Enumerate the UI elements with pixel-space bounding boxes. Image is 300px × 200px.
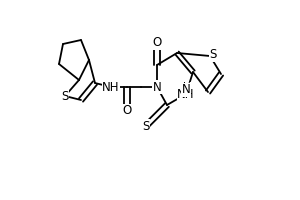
Text: N: N <box>153 81 161 94</box>
Text: S: S <box>61 90 69 102</box>
Text: S: S <box>209 48 217 62</box>
Text: O: O <box>122 104 132 117</box>
Text: NH: NH <box>177 88 195 100</box>
Text: H: H <box>183 82 191 92</box>
Text: S: S <box>142 119 150 132</box>
Text: O: O <box>152 36 162 49</box>
Text: N: N <box>182 83 190 96</box>
Text: NH: NH <box>102 81 120 94</box>
